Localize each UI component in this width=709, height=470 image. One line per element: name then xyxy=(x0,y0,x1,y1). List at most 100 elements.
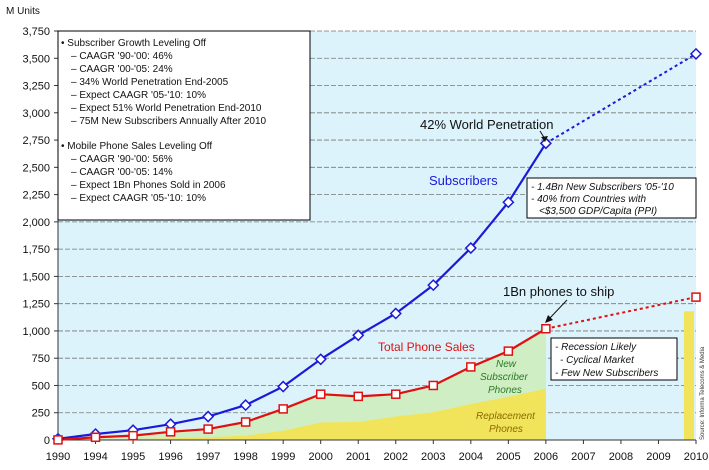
phones-to-ship-arrowhead xyxy=(545,315,553,323)
replacement-phones-label: Replacement xyxy=(476,411,536,422)
subscribers-point xyxy=(539,137,552,150)
note-2010-line: - 1.4Bn New Subscribers '05-'10 xyxy=(531,182,674,193)
notes-box: • Subscriber Growth Leveling Off – CAAGR… xyxy=(57,30,311,221)
total-phone-sales-projected-line xyxy=(545,296,697,330)
x-tick-label: 2006 xyxy=(534,451,558,463)
x-tick-label: 2005 xyxy=(496,451,520,463)
subscribers-point xyxy=(277,380,290,393)
y-tick-label: 1,250 xyxy=(22,299,50,311)
total-phone-sales-label: Total Phone Sales xyxy=(378,340,475,354)
total-phone-sales-point xyxy=(391,389,401,399)
total-phone-sales-point xyxy=(541,324,551,334)
subscribers-series-label: Subscribers xyxy=(429,173,498,188)
y-tick-label: 0 xyxy=(44,435,50,447)
note-2010-box: - 1.4Bn New Subscribers '05-'10 - 40% fr… xyxy=(526,177,697,219)
y-tick-label: 1,750 xyxy=(22,244,50,256)
bar-2010 xyxy=(684,311,694,440)
x-axis-ticks: 1990 1994 1995 1996 1997 1998 1999 2000 2001 2002… xyxy=(46,440,708,463)
subscribers-point xyxy=(314,353,327,366)
x-tick-label: 2009 xyxy=(646,451,670,463)
notes-item: – CAAGR '90-'00: 46% xyxy=(71,51,173,62)
total-phone-sales-point xyxy=(691,292,701,302)
y-unit-label: M Units xyxy=(6,6,40,17)
new-subscriber-phones-label: Subscriber xyxy=(480,372,528,383)
subscribers-point xyxy=(202,410,215,423)
note-2010-line: <$3,500 GDP/Capita (PPI) xyxy=(539,206,657,217)
replacement-phones-label: Phones xyxy=(489,424,523,435)
notes-item: – Expect CAAGR '05-'10: 10% xyxy=(71,90,206,101)
line-series xyxy=(57,53,697,441)
y-tick-label: 750 xyxy=(32,353,50,365)
notes-heading-subscribers: • Subscriber Growth Leveling Off xyxy=(61,38,206,49)
notes-item: – 75M New Subscribers Annually After 201… xyxy=(71,116,267,127)
y-tick-label: 1,000 xyxy=(22,326,50,338)
y-tick-label: 3,000 xyxy=(22,108,50,120)
replacement-phones-area xyxy=(58,388,546,440)
y-tick-label: 250 xyxy=(32,408,50,420)
subscribers-projected-line xyxy=(545,53,697,145)
x-tick-label: 2007 xyxy=(571,451,595,463)
total-phone-sales-point xyxy=(165,427,176,437)
world-penetration-arrowhead xyxy=(541,136,548,142)
y-tick-label: 2,250 xyxy=(22,190,50,202)
notes-heading-phone-sales: • Mobile Phone Sales Leveling Off xyxy=(61,141,212,152)
world-penetration-annotation: 42% World Penetration xyxy=(420,117,553,132)
x-tick-label: 2003 xyxy=(421,451,445,463)
total-phone-sales-point xyxy=(90,432,101,443)
x-tick-label: 2000 xyxy=(308,451,332,463)
x-tick-label: 1996 xyxy=(158,451,182,463)
subscribers-point xyxy=(427,279,440,292)
total-phone-sales-point xyxy=(428,380,439,391)
y-tick-label: 2,500 xyxy=(22,162,50,174)
notes-item: – CAAGR '90-'00: 56% xyxy=(71,154,173,165)
note-2010-line: - 40% from Countries with xyxy=(531,194,646,205)
phones-to-ship-arrow xyxy=(548,299,568,320)
y-tick-label: 2,750 xyxy=(22,135,50,147)
note-outlook-line: - Cyclical Market xyxy=(560,355,635,366)
source-credit: Source: Informa Telecoms & Media xyxy=(700,346,706,440)
total-phone-sales-point xyxy=(203,424,213,434)
subscribers-point xyxy=(352,329,365,342)
total-phone-sales-point xyxy=(240,417,251,427)
total-phone-sales-point xyxy=(353,391,363,402)
total-phone-sales-point xyxy=(503,346,514,356)
x-tick-label: 1994 xyxy=(83,451,107,463)
y-tick-label: 1,500 xyxy=(22,271,50,283)
x-tick-label: 2004 xyxy=(459,451,483,463)
subscribers-solid-line xyxy=(57,142,547,440)
subscribers-point xyxy=(502,196,515,209)
x-tick-label: 1995 xyxy=(121,451,145,463)
subscribers-point xyxy=(389,307,402,320)
x-tick-label: 2001 xyxy=(346,451,370,463)
note-outlook-box: - Recession Likely - Cyclical Market - F… xyxy=(550,337,678,381)
subscribers-point xyxy=(239,399,252,412)
y-tick-label: 500 xyxy=(32,380,50,392)
x-tick-label: 1998 xyxy=(233,451,257,463)
y-tick-label: 2,000 xyxy=(22,217,50,229)
new-subscriber-phones-area xyxy=(58,328,546,440)
series-markers xyxy=(51,47,703,445)
subscribers-point xyxy=(689,47,703,60)
notes-item: – Expect 51% World Penetration End-2010 xyxy=(71,103,262,114)
total-phone-sales-point xyxy=(315,389,326,399)
x-tick-label: 1990 xyxy=(46,451,70,463)
note-outlook-line: - Few New Subscribers xyxy=(555,368,658,379)
y-tick-label: 3,750 xyxy=(22,26,50,38)
notes-item: – Expect CAAGR '05-'10: 10% xyxy=(71,193,206,204)
x-tick-label: 2002 xyxy=(384,451,408,463)
notes-item: – 34% World Penetration End-2005 xyxy=(71,77,229,88)
y-axis-ticks: 0 250 500 750 1,000 1,250 1,500 1,750 2,000 2,250… xyxy=(22,26,696,447)
total-phone-sales-point xyxy=(53,435,63,445)
subscribers-point xyxy=(464,241,477,255)
new-subscriber-phones-label: Phones xyxy=(488,385,522,396)
note-outlook-line: - Recession Likely xyxy=(555,342,637,353)
notes-item: – CAAGR '00-'05: 14% xyxy=(71,167,173,178)
x-tick-label: 2008 xyxy=(609,451,633,463)
phones-to-ship-annotation: 1Bn phones to ship xyxy=(503,284,614,299)
area-series xyxy=(58,311,694,440)
total-phone-sales-solid-line xyxy=(57,327,547,441)
y-tick-label: 3,250 xyxy=(22,81,50,93)
notes-item: – Expect 1Bn Phones Sold in 2006 xyxy=(71,180,226,191)
total-phone-sales-point xyxy=(278,404,288,414)
